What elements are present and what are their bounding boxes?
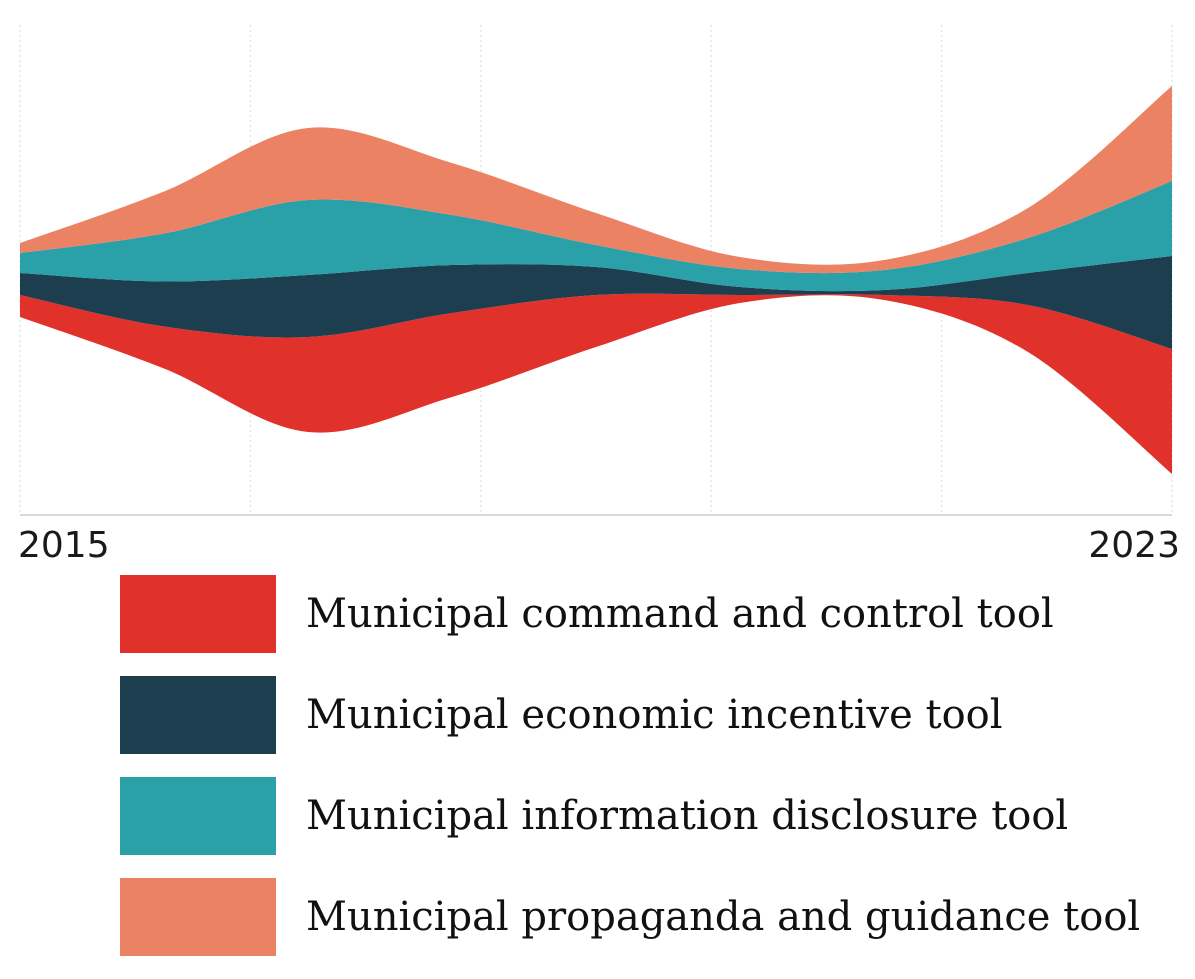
legend-label-information-disclosure: Municipal information disclosure tool xyxy=(306,793,1069,839)
stream-layers xyxy=(20,86,1172,474)
streamgraph-chart: 2015 2023 xyxy=(18,25,1180,566)
stream-layer-propaganda-guidance xyxy=(20,86,1172,274)
x-tick-label-2015: 2015 xyxy=(18,525,110,566)
legend-item-information-disclosure: Municipal information disclosure tool xyxy=(120,777,1180,855)
legend-item-propaganda-guidance: Municipal propaganda and guidance tool xyxy=(120,878,1180,956)
stream-layer-information-disclosure xyxy=(20,181,1172,292)
legend-swatch-information-disclosure xyxy=(120,777,276,855)
legend-label-economic-incentive: Municipal economic incentive tool xyxy=(306,692,1003,738)
x-tick-label-2023: 2023 xyxy=(1088,525,1180,566)
legend-swatch-command-control xyxy=(120,575,276,653)
x-axis: 2015 2023 xyxy=(18,514,1180,566)
stream-layer-command-control xyxy=(20,293,1172,474)
legend-swatch-economic-incentive xyxy=(120,676,276,754)
stream-layer-economic-incentive xyxy=(20,256,1172,349)
legend-label-command-control: Municipal command and control tool xyxy=(306,591,1054,637)
legend: Municipal command and control tool Munic… xyxy=(120,575,1180,979)
legend-label-propaganda-guidance: Municipal propaganda and guidance tool xyxy=(306,894,1141,940)
legend-item-economic-incentive: Municipal economic incentive tool xyxy=(120,676,1180,754)
legend-swatch-propaganda-guidance xyxy=(120,878,276,956)
legend-item-command-control: Municipal command and control tool xyxy=(120,575,1180,653)
